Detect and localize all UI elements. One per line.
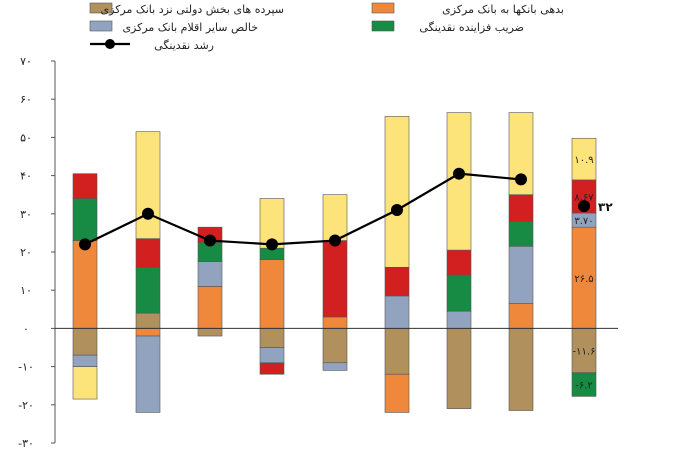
bar-segment: [384, 295, 410, 329]
bar-segment: [259, 362, 285, 375]
legend-swatch: [89, 20, 113, 32]
legend-label: بدهی بانکها به بانک مرکزی: [442, 3, 564, 16]
bar-segment: [72, 240, 98, 329]
bar-segment: [322, 328, 348, 364]
growth-line: [79, 167, 590, 251]
data-label: -۶.۲: [575, 381, 593, 392]
y-tick-label: ۳۰: [20, 208, 32, 221]
y-tick-label: -۲۰: [18, 399, 34, 412]
bar-segment: [446, 112, 472, 251]
legend: سپرده های بخش دولتی نزد بانک مرکزی بدهی ب…: [89, 2, 564, 52]
legend-line-marker: [105, 39, 115, 49]
growth-point: [79, 238, 91, 251]
bar-segment: [72, 173, 98, 199]
bars: [72, 112, 597, 413]
bar-segment: [197, 261, 223, 287]
bar-segment: [322, 362, 348, 371]
bar-segment: [384, 373, 410, 413]
bar-segment: [508, 303, 534, 329]
y-tick-label: ۶۰: [20, 93, 32, 106]
growth-point: [329, 234, 341, 247]
bar-segment: [508, 221, 534, 247]
bar-segment: [322, 240, 348, 318]
bar-segment: [259, 259, 285, 329]
bar-segment: [259, 347, 285, 364]
legend-swatch: [371, 20, 395, 32]
bar-segment: [508, 245, 534, 304]
bar-segment: [135, 335, 161, 413]
bar-segment: [571, 137, 597, 181]
bar-segment: [72, 328, 98, 356]
legend-label: خالص سایر اقلام بانک مرکزی: [122, 21, 258, 34]
growth-line-path: [84, 172, 522, 246]
bar-segment: [384, 328, 410, 375]
growth-point: [204, 234, 216, 247]
bar-segment: [322, 316, 348, 329]
data-label: ۳.۷۰: [574, 216, 593, 227]
growth-point: [391, 203, 403, 216]
bar-segment: [571, 372, 597, 397]
legend-label: رشد نقدینگی: [154, 39, 214, 52]
last-bar-dot: [578, 200, 590, 213]
bar-segment: [446, 249, 472, 276]
y-tick-label: ۵۰: [20, 131, 32, 144]
bar-segment: [135, 238, 161, 268]
bar-segment: [135, 131, 161, 239]
data-label: ۱۰.۹: [574, 155, 593, 166]
bar-segment: [446, 328, 472, 409]
y-tick-label: ۷۰: [20, 55, 32, 68]
bar-segment: [135, 266, 161, 314]
bar-segment: [508, 328, 534, 411]
bar-segment: [259, 328, 285, 348]
bar-segment: [508, 194, 534, 222]
y-tick-label: ۲۰: [20, 246, 32, 259]
growth-point: [266, 238, 278, 251]
y-tick-label: -۳۰: [18, 437, 34, 450]
bar-segment: [72, 366, 98, 400]
bar-segment: [384, 116, 410, 268]
data-label: ۸.۶۷: [574, 192, 594, 203]
y-tick-label: ۰: [23, 322, 29, 335]
bar-segment: [322, 194, 348, 241]
growth-point: [453, 167, 465, 180]
legend-swatch: [89, 2, 113, 14]
legend-swatch: [371, 2, 395, 14]
y-tick-label: ۴۰: [20, 170, 32, 183]
y-tick-label: -۱۰: [18, 361, 34, 374]
data-label: -۱۱.۶: [573, 347, 596, 358]
legend-label: ضریب فزاینده نقدینگی: [419, 21, 524, 34]
bar-segment: [446, 310, 472, 329]
bar-segment: [571, 328, 597, 374]
bar-segment: [571, 226, 597, 329]
growth-point: [142, 207, 154, 220]
legend-label: سپرده های بخش دولتی نزد بانک مرکزی: [101, 3, 284, 16]
bar-segment: [446, 274, 472, 312]
bar-segment: [135, 328, 161, 337]
bar-segment: [197, 328, 223, 337]
bar-segment: [197, 286, 223, 329]
bar-segment: [72, 354, 98, 367]
bar-segment: [135, 312, 161, 329]
y-axis: ۷۰ ۶۰ ۵۰ ۴۰ ۳۰ ۲۰ ۱۰ ۰ -۱۰ -۲۰ -۳۰: [18, 55, 56, 450]
last-bar-dot-label: ۳۲: [598, 200, 613, 214]
bar-segment: [72, 198, 98, 241]
data-labels: ۳.۷۰ ۲۶.۵ ۸.۶۷ ۱۰.۹ -۱۱.۶ -۶.۲ ۳۲: [573, 155, 614, 391]
y-tick-label: ۱۰: [20, 284, 32, 297]
bar-segment: [384, 266, 410, 297]
growth-point: [515, 173, 527, 186]
data-label: ۲۶.۵: [574, 274, 593, 285]
